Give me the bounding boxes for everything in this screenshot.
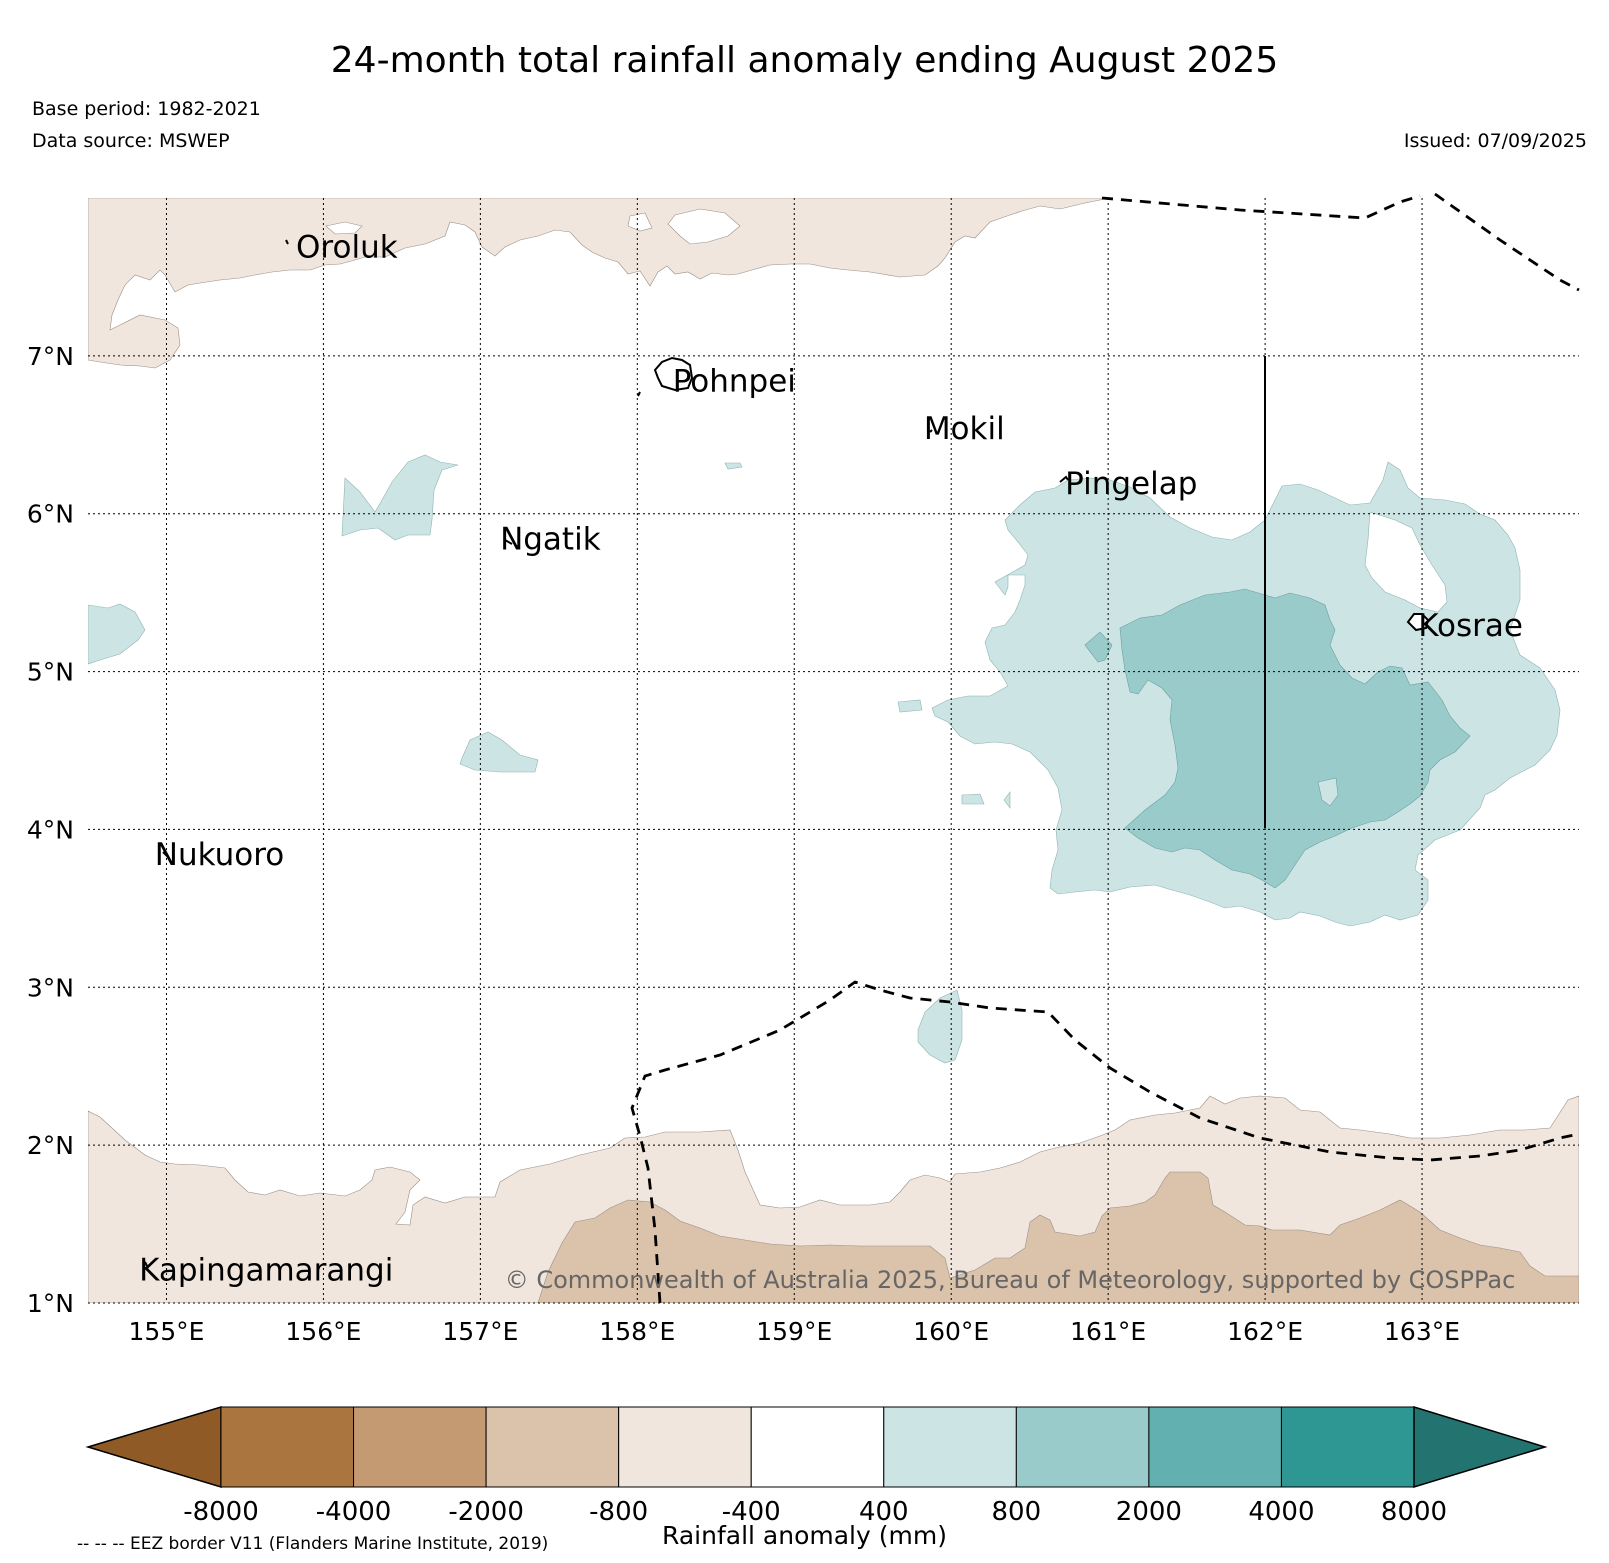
colorbar-tick-label: 4000 — [1248, 1497, 1314, 1527]
dry-hole — [667, 208, 741, 245]
lon-tick-label: 156°E — [285, 1317, 361, 1346]
wetter-patch — [1084, 631, 1113, 663]
dry-region-north — [88, 198, 1111, 369]
place-label: Pingelap — [1065, 466, 1197, 502]
colorbar-tick-label: -800 — [589, 1497, 648, 1527]
pohnpei-island — [653, 356, 694, 392]
dry-hole — [325, 221, 363, 235]
nukuoro-atoll — [162, 851, 168, 857]
colorbar: -8000 -4000 -2000 -800 -400 400 800 2000 4000 800… — [85, 1405, 1548, 1527]
lat-tick-label: 4°N — [27, 815, 74, 844]
colorbar-bin — [485, 1406, 620, 1488]
lat-tick-label: 2°N — [27, 1131, 74, 1160]
lat-tick-label: 1°N — [27, 1289, 74, 1318]
place-label: Mokil — [924, 411, 1005, 447]
colorbar-tick-label: 800 — [992, 1497, 1042, 1527]
lon-tick-label: 162°E — [1227, 1317, 1303, 1346]
island-outlines — [144, 239, 1430, 1267]
colorbar-tick-label: -8000 — [183, 1497, 259, 1527]
wet-patch-central — [459, 731, 539, 773]
colorbar-tick-label: -2000 — [448, 1497, 524, 1527]
place-label: Nukuoro — [155, 837, 284, 873]
colorbar-bin — [883, 1406, 1017, 1488]
wet-speck — [897, 699, 923, 713]
place-labels: Oroluk Pohnpei Mokil Pingelap Ngatik Kosrae Nu… — [139, 229, 1523, 1288]
lon-tick-label: 161°E — [1070, 1317, 1146, 1346]
colorbar-bin — [750, 1406, 885, 1488]
colorbar-label: Rainfall anomaly (mm) — [662, 1521, 947, 1550]
wet-hole — [1364, 511, 1448, 613]
colorbar-tick-label: 2000 — [1116, 1497, 1182, 1527]
dry-hole — [627, 212, 653, 232]
kosrae-island — [1406, 613, 1430, 632]
lat-tick-label: 6°N — [27, 500, 74, 529]
colorbar-bin — [1015, 1406, 1150, 1488]
lat-tick-label: 5°N — [27, 658, 74, 687]
oroluk-atoll — [285, 239, 289, 245]
lon-tick-label: 158°E — [599, 1317, 675, 1346]
colorbar-bin — [353, 1406, 487, 1488]
pingelap-atoll — [1059, 475, 1069, 483]
kapingamarangi-atoll — [144, 1261, 148, 1267]
islet — [637, 391, 641, 397]
colorbar-bin — [1280, 1406, 1415, 1488]
eez-border-northeast-2 — [1434, 192, 1580, 292]
colorbar-tick-label: 8000 — [1381, 1497, 1447, 1527]
colorbar-bin — [618, 1406, 752, 1488]
data-source-note: Data source: MSWEP — [32, 130, 230, 152]
lat-tick-label: 7°N — [27, 342, 74, 371]
place-label: Kapingamarangi — [139, 1252, 393, 1288]
lat-tick-label: 3°N — [27, 973, 74, 1002]
wet-speck — [961, 793, 985, 805]
wet-speck — [1003, 791, 1011, 809]
colorbar-tick-label: 400 — [859, 1497, 909, 1527]
lon-tick-label: 160°E — [913, 1317, 989, 1346]
place-label: Pohnpei — [673, 364, 796, 400]
lon-tick-label: 155°E — [128, 1317, 204, 1346]
eez-border-south — [630, 980, 1580, 1304]
anomaly-fill-layer — [88, 198, 1579, 1303]
colorbar-extend-high — [1413, 1405, 1548, 1489]
eez-borders — [630, 192, 1580, 1304]
lon-tick-label: 159°E — [756, 1317, 832, 1346]
lon-tick-label: 163°E — [1384, 1317, 1460, 1346]
ngatik-atoll — [504, 539, 513, 545]
graticule — [88, 198, 1579, 1304]
wet-patch-far-west — [88, 603, 146, 665]
drier-region-south — [537, 1171, 1579, 1303]
eez-border-legend: -- -- -- EEZ border V11 (Flanders Marine… — [77, 1534, 549, 1554]
colorbar-bin — [1148, 1406, 1282, 1488]
wet-patch-west — [341, 454, 459, 541]
wet-speck — [724, 462, 743, 470]
copyright-notice: © Commonwealth of Australia 2025, Bureau… — [505, 1266, 1516, 1294]
place-label: Ngatik — [500, 521, 601, 557]
place-label: Kosrae — [1418, 608, 1523, 644]
mokil-atoll — [929, 429, 933, 433]
eez-border-northeast — [1101, 194, 1421, 220]
wetter-region-core — [1119, 588, 1471, 889]
place-label: Oroluk — [296, 229, 398, 265]
axis-ticks: 155°E 156°E 157°E 158°E 159°E 160°E 161°E 162°E… — [27, 342, 1460, 1346]
colorbar-extend-low — [85, 1405, 222, 1489]
issued-date: Issued: 07/09/2025 — [1403, 130, 1587, 152]
colorbar-bin — [220, 1406, 355, 1488]
colorbar-tick-label: -4000 — [316, 1497, 392, 1527]
colorbar-tick-label: -400 — [722, 1497, 781, 1527]
lon-tick-label: 157°E — [442, 1317, 518, 1346]
base-period-note: Base period: 1982-2021 — [32, 98, 261, 120]
map-title: 24-month total rainfall anomaly ending A… — [330, 40, 1279, 81]
wetter-hole — [1317, 777, 1339, 807]
